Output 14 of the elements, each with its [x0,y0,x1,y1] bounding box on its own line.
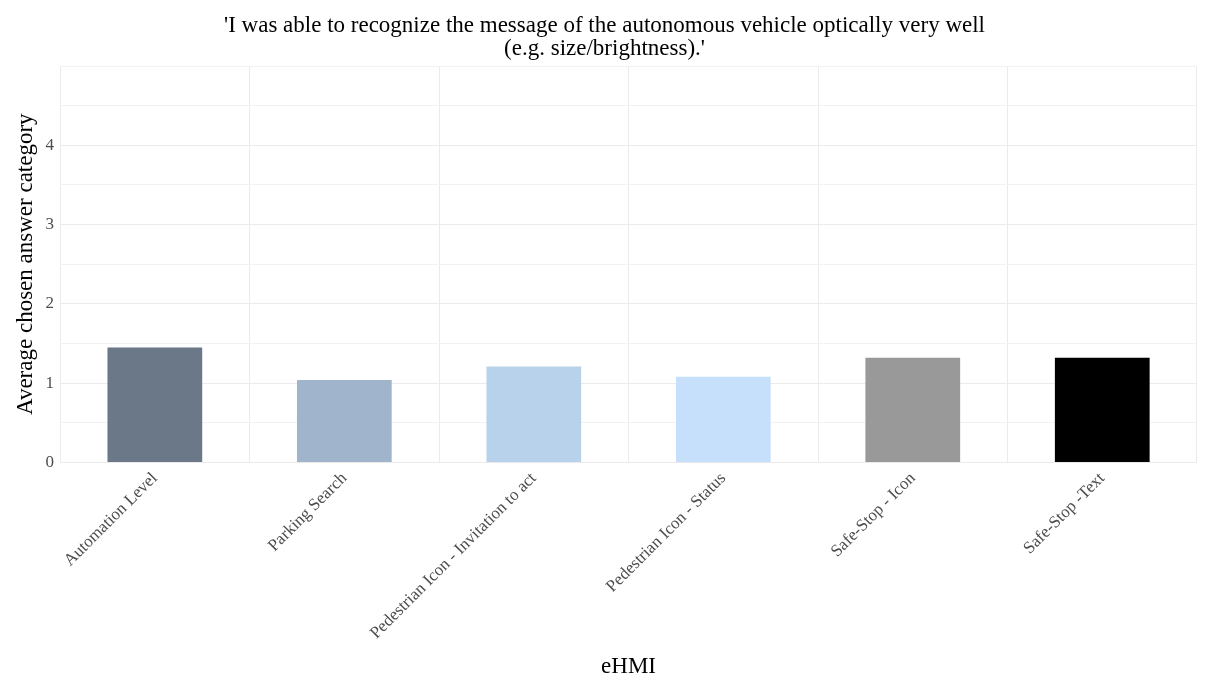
x-axis-title: eHMI [601,653,657,679]
bar [296,379,392,462]
y-tick-label: 3 [45,214,55,234]
y-axis-title: Average chosen answer category [11,112,37,416]
bar [1054,357,1150,462]
y-tick-label: 2 [45,293,55,313]
bar [486,366,582,462]
chart-title: 'I was able to recognize the message of the autonomous vehicle optically very well (e.g. size/brightness).' [224,11,985,60]
bar [675,376,771,462]
y-tick-label: 1 [45,372,55,392]
bar [107,347,203,462]
y-tick-label: 0 [45,451,55,471]
bar [865,357,961,462]
y-tick-label: 4 [45,134,55,154]
